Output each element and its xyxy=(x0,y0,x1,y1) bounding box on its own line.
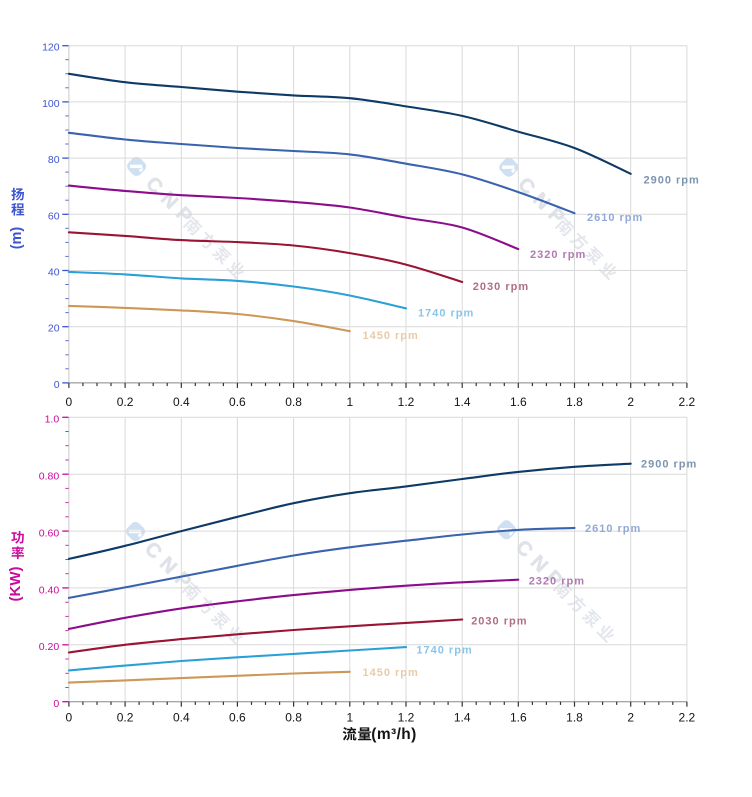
svg-text:0.4: 0.4 xyxy=(173,395,190,409)
svg-text:0.8: 0.8 xyxy=(285,395,302,409)
svg-text:2: 2 xyxy=(627,710,634,724)
svg-text:1.8: 1.8 xyxy=(566,395,583,409)
svg-text:2320 rpm: 2320 rpm xyxy=(529,575,585,587)
svg-text:0.6: 0.6 xyxy=(229,710,246,724)
svg-text:0: 0 xyxy=(66,395,73,409)
svg-text:2320 rpm: 2320 rpm xyxy=(530,249,586,261)
svg-text:2610 rpm: 2610 rpm xyxy=(585,523,641,535)
svg-text:0.20: 0.20 xyxy=(39,641,60,653)
svg-text:0: 0 xyxy=(66,710,73,724)
svg-text:2900 rpm: 2900 rpm xyxy=(644,174,700,186)
svg-text:1.0: 1.0 xyxy=(45,414,60,426)
svg-text:1.2: 1.2 xyxy=(398,395,415,409)
svg-text:1: 1 xyxy=(346,710,353,724)
svg-text:60: 60 xyxy=(48,210,60,222)
svg-text:0.40: 0.40 xyxy=(39,584,60,596)
svg-text:0.80: 0.80 xyxy=(39,471,60,483)
svg-text:1740 rpm: 1740 rpm xyxy=(418,308,474,320)
svg-text:(m): (m) xyxy=(9,227,25,250)
svg-text:0: 0 xyxy=(53,698,59,710)
svg-text:2: 2 xyxy=(627,395,634,409)
svg-text:0: 0 xyxy=(54,379,60,391)
svg-text:1.4: 1.4 xyxy=(454,395,471,409)
svg-text:1: 1 xyxy=(346,395,353,409)
svg-text:40: 40 xyxy=(48,267,60,279)
svg-text:0.8: 0.8 xyxy=(285,710,302,724)
svg-text:(KW): (KW) xyxy=(7,567,24,602)
svg-text:100: 100 xyxy=(42,98,60,110)
svg-text:80: 80 xyxy=(48,154,60,166)
svg-text:2.2: 2.2 xyxy=(679,710,696,724)
svg-text:0.6: 0.6 xyxy=(229,395,246,409)
svg-text:(m³/h): (m³/h) xyxy=(371,726,416,743)
svg-text:0.4: 0.4 xyxy=(173,710,190,724)
svg-text:0.2: 0.2 xyxy=(117,395,134,409)
svg-text:0.60: 0.60 xyxy=(39,528,60,540)
svg-text:120: 120 xyxy=(42,42,60,54)
svg-text:20: 20 xyxy=(48,323,60,335)
svg-text:1.6: 1.6 xyxy=(510,395,527,409)
svg-text:1740 rpm: 1740 rpm xyxy=(416,644,472,656)
svg-text:2900 rpm: 2900 rpm xyxy=(641,459,697,471)
svg-text:1.4: 1.4 xyxy=(454,710,471,724)
svg-text:2610 rpm: 2610 rpm xyxy=(587,212,643,224)
svg-text:2030 rpm: 2030 rpm xyxy=(473,281,529,293)
svg-text:1.6: 1.6 xyxy=(510,710,527,724)
svg-text:1450 rpm: 1450 rpm xyxy=(363,330,419,342)
svg-text:2030 rpm: 2030 rpm xyxy=(471,615,527,627)
svg-text:1.2: 1.2 xyxy=(398,710,415,724)
svg-text:1450 rpm: 1450 rpm xyxy=(363,667,419,679)
svg-text:2.2: 2.2 xyxy=(679,395,696,409)
svg-text:1.8: 1.8 xyxy=(566,710,583,724)
svg-text:0.2: 0.2 xyxy=(117,710,134,724)
